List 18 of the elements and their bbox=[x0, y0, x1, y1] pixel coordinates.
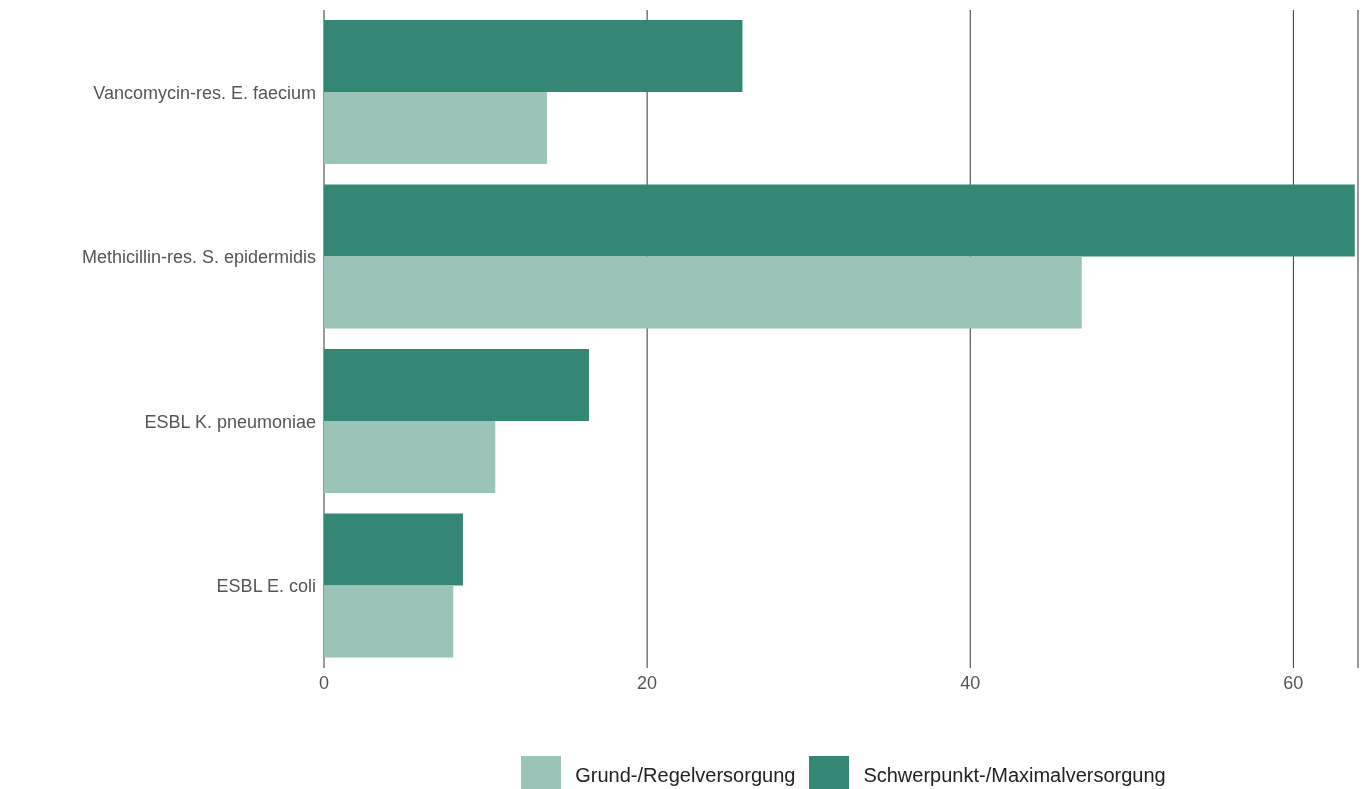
legend-label: Grund-/Regelversorgung bbox=[575, 763, 796, 787]
bar bbox=[324, 20, 743, 92]
y-tick-label: ESBL K. pneumoniae bbox=[144, 411, 316, 432]
bar bbox=[324, 421, 496, 493]
y-tick-label: Methicillin-res. S. epidermidis bbox=[81, 247, 316, 268]
x-tick-label: 60 bbox=[1283, 672, 1304, 693]
y-tick-label: ESBL E. coli bbox=[216, 576, 316, 597]
x-tick-label: 20 bbox=[637, 672, 658, 693]
x-tick-label: 40 bbox=[960, 672, 981, 693]
bar bbox=[324, 349, 589, 421]
bar bbox=[324, 585, 454, 658]
bar bbox=[324, 184, 1355, 257]
y-tick-label: Vancomycin-res. E. faecium bbox=[93, 82, 316, 103]
bar bbox=[324, 513, 463, 586]
bar bbox=[324, 256, 1082, 329]
bar bbox=[324, 92, 547, 164]
x-tick-label: 0 bbox=[318, 672, 330, 693]
legend-label: Schwerpunkt-/Maximalversorgung bbox=[863, 763, 1166, 787]
